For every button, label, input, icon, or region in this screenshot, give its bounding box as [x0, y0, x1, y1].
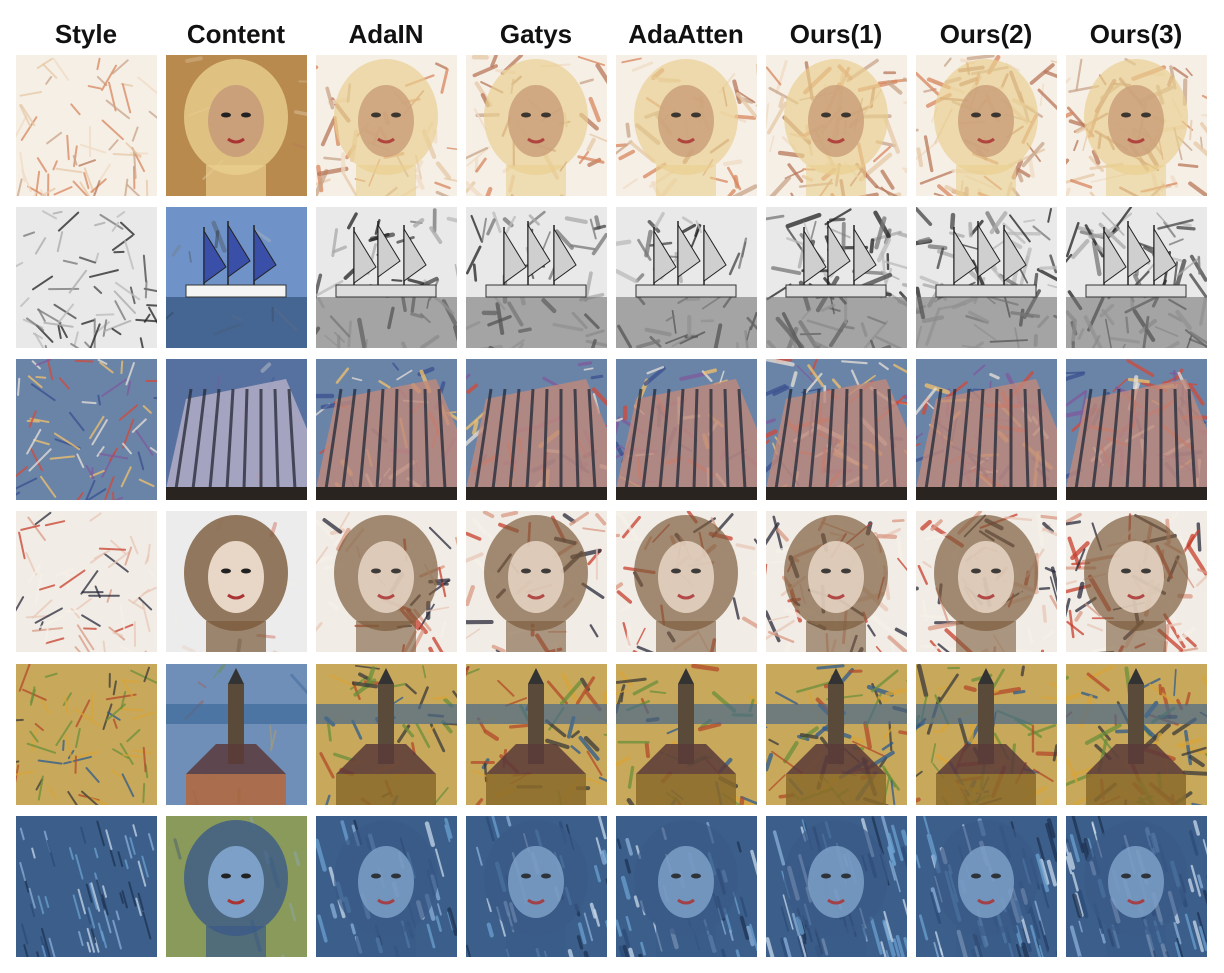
column-header-0: Style	[54, 18, 118, 49]
stylized-man-portrait-col2	[316, 511, 457, 652]
column-header-7: Ours(3)	[1089, 18, 1183, 49]
stylized-sailing-ship-on-sea-col6	[916, 207, 1057, 348]
red-handprint-style-image	[16, 511, 157, 652]
stylized-blonde-woman-portrait-col2	[316, 55, 457, 196]
stylized-angular-glass-building-col4	[616, 359, 757, 500]
blue-brush-strokes-style-image	[16, 816, 157, 957]
stylized-man-portrait-col4	[616, 511, 757, 652]
stylized-blonde-woman-portrait-col7	[1066, 55, 1207, 196]
stylized-sailing-ship-on-sea-col2	[316, 207, 457, 348]
stylized-clock-tower-campus-col2	[316, 664, 457, 805]
column-header-4: AdaAtten	[628, 18, 744, 49]
stylized-man-portrait-col5	[766, 511, 907, 652]
stylized-clock-tower-campus-col4	[616, 664, 757, 805]
stylized-long-haired-woman-portrait-col6	[916, 816, 1057, 957]
clock-tower-campus-content-image	[166, 664, 307, 805]
column-header-2: AdaIN	[348, 18, 424, 49]
stylized-blonde-woman-portrait-col4	[616, 55, 757, 196]
stylized-long-haired-woman-portrait-col2	[316, 816, 457, 957]
stylized-clock-tower-campus-col5	[766, 664, 907, 805]
stylized-sailing-ship-on-sea-col7	[1066, 207, 1207, 348]
stylized-clock-tower-campus-col7	[1066, 664, 1207, 805]
sparse-abstract-sketch-style-image	[16, 55, 157, 196]
stylized-man-portrait-col7	[1066, 511, 1207, 652]
stylized-clock-tower-campus-col6	[916, 664, 1057, 805]
stylized-angular-glass-building-col6	[916, 359, 1057, 500]
stylized-long-haired-woman-portrait-col7	[1066, 816, 1207, 957]
stylized-blonde-woman-portrait-col3	[466, 55, 607, 196]
cubist-painting-style-image	[16, 664, 157, 805]
man-portrait-content-image	[166, 511, 307, 652]
stylized-angular-glass-building-col2	[316, 359, 457, 500]
stylized-blonde-woman-portrait-col6	[916, 55, 1057, 196]
column-header-3: Gatys	[499, 18, 573, 49]
long-haired-woman-portrait-content-image	[166, 816, 307, 957]
angular-glass-building-content-image	[166, 359, 307, 500]
stylized-clock-tower-campus-col3	[466, 664, 607, 805]
column-header-1: Content	[186, 18, 286, 49]
blonde-woman-portrait-content-image	[166, 55, 307, 196]
stylized-sailing-ship-on-sea-col4	[616, 207, 757, 348]
stylized-long-haired-woman-portrait-col3	[466, 816, 607, 957]
stylized-long-haired-woman-portrait-col5	[766, 816, 907, 957]
stylized-man-portrait-col6	[916, 511, 1057, 652]
stylized-man-portrait-col3	[466, 511, 607, 652]
column-header-6: Ours(2)	[939, 18, 1033, 49]
stylized-long-haired-woman-portrait-col4	[616, 816, 757, 957]
stylized-sailing-ship-on-sea-col3	[466, 207, 607, 348]
stylized-angular-glass-building-col3	[466, 359, 607, 500]
pencil-portrait-sketch-style-image	[16, 207, 157, 348]
sailing-ship-on-sea-content-image	[166, 207, 307, 348]
stylized-sailing-ship-on-sea-col5	[766, 207, 907, 348]
stylized-angular-glass-building-col5	[766, 359, 907, 500]
fauvist-woman-with-hat-style-image	[16, 359, 157, 500]
column-header-5: Ours(1)	[789, 18, 883, 49]
stylized-angular-glass-building-col7	[1066, 359, 1207, 500]
stylized-blonde-woman-portrait-col5	[766, 55, 907, 196]
